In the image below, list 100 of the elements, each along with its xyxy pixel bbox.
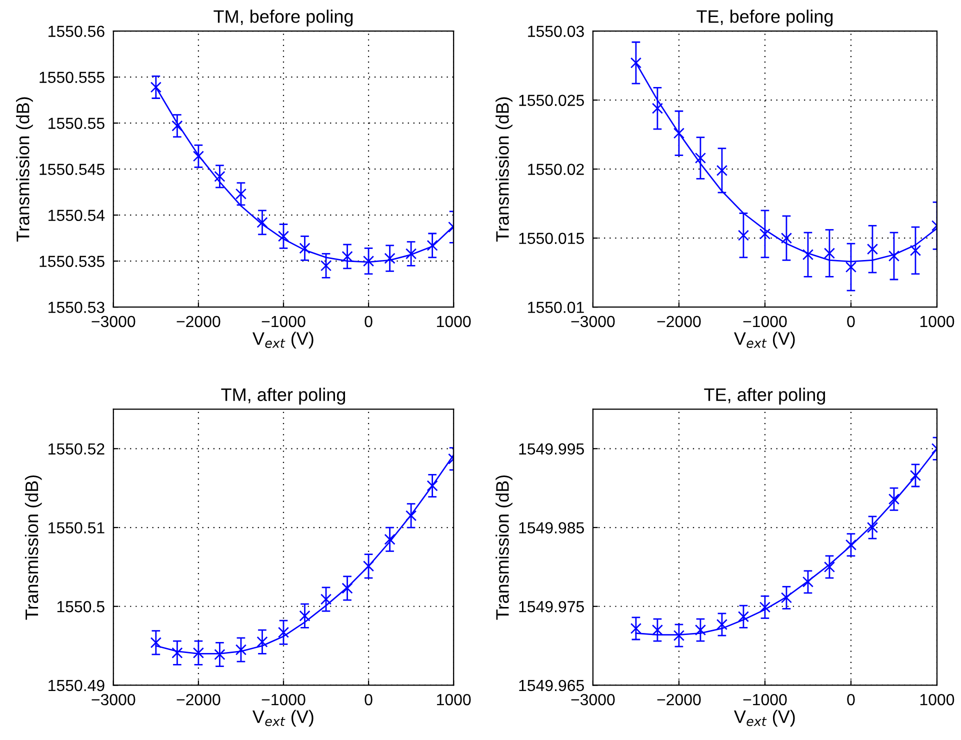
x-axis-title: V$_{ext}$ (V): [252, 332, 314, 349]
point: [214, 648, 226, 660]
point: [362, 560, 374, 572]
y-tick-label: 1550.545: [40, 164, 104, 176]
y-tick-label: 1550.51: [48, 522, 104, 534]
point: [652, 102, 663, 114]
x-tick-label: −2000: [657, 694, 701, 706]
chart-title: TM, after poling: [221, 388, 346, 405]
x-tick-label: 0: [364, 694, 372, 706]
point: [716, 618, 728, 630]
point: [866, 244, 878, 255]
x-tick-label: −2000: [657, 316, 701, 328]
point: [362, 256, 374, 267]
point: [802, 249, 814, 260]
point: [866, 522, 878, 534]
x-tick-label: −1000: [262, 316, 306, 328]
point: [716, 164, 728, 176]
x-axis-title: V$_{ext}$ (V): [252, 710, 314, 727]
x-tick-label: 0: [364, 316, 372, 328]
y-tick-label: 1550.49: [48, 680, 104, 692]
chart-title: TE, after poling: [704, 388, 826, 405]
point: [845, 539, 857, 550]
x-tick-label: −2000: [176, 694, 220, 706]
point: [342, 250, 353, 262]
point: [824, 561, 836, 572]
x-tick-label: 0: [847, 694, 855, 706]
y-axis-title: Transmission (dB): [496, 475, 512, 620]
point: [192, 647, 204, 658]
y-tick-label: 1550.54: [48, 210, 105, 222]
point: [845, 262, 857, 273]
x-tick-label: −2000: [176, 316, 220, 328]
y-tick-label: 1550.03: [528, 26, 584, 38]
y-tick-label: 1550.01: [528, 302, 584, 314]
point: [694, 624, 706, 636]
y-tick-label: 1550.025: [519, 94, 584, 106]
y-tick-label: 1550.555: [40, 72, 104, 84]
y-tick-label: 1550.535: [40, 256, 104, 268]
point: [278, 626, 290, 638]
y-tick-label: 1550.53: [48, 302, 104, 314]
y-tick-label: 1550.52: [48, 443, 104, 455]
point: [235, 644, 247, 656]
chart-title: TM, before poling: [214, 10, 353, 26]
y-tick-label: 1550.56: [48, 26, 104, 38]
point: [652, 624, 663, 636]
x-tick-label: 1000: [437, 694, 471, 706]
point: [759, 602, 771, 613]
point: [888, 250, 900, 262]
x-tick-label: −3000: [571, 316, 615, 328]
point: [320, 260, 332, 272]
y-tick-label: 1549.985: [519, 522, 584, 534]
x-tick-label: −1000: [743, 694, 787, 706]
y-axis-title: Transmission (dB): [16, 97, 33, 242]
x-tick-label: 1000: [920, 316, 954, 328]
point: [673, 128, 684, 139]
y-tick-label: 1550.015: [519, 232, 584, 244]
point: [759, 228, 771, 240]
y-tick-label: 1550.5: [57, 601, 104, 612]
point: [426, 480, 438, 492]
point: [673, 630, 684, 642]
point: [406, 248, 417, 260]
x-tick-label: 1000: [920, 694, 954, 706]
point: [802, 576, 814, 588]
y-tick-label: 1550.55: [48, 118, 104, 130]
point: [192, 150, 204, 162]
y-tick-label: 1549.975: [519, 601, 584, 612]
point: [780, 592, 792, 604]
point: [172, 120, 183, 132]
point: [150, 637, 162, 648]
point: [694, 152, 706, 164]
x-tick-label: −1000: [262, 694, 306, 706]
point: [910, 244, 922, 256]
point: [426, 240, 438, 252]
y-tick-label: 1549.965: [519, 680, 584, 692]
point: [235, 188, 247, 200]
x-tick-label: −3000: [92, 694, 136, 706]
x-tick-label: −3000: [571, 694, 615, 706]
point: [150, 82, 162, 93]
point: [824, 248, 836, 259]
x-tick-label: −3000: [92, 316, 136, 328]
y-tick-label: 1550.02: [528, 164, 584, 176]
x-tick-label: 0: [847, 316, 855, 328]
y-tick-label: 1549.995: [519, 443, 584, 455]
point: [320, 594, 332, 605]
x-axis-title: V$_{ext}$ (V): [734, 710, 795, 727]
point: [299, 242, 310, 254]
point: [172, 647, 183, 658]
point: [630, 57, 642, 68]
point: [630, 622, 642, 634]
x-tick-label: 1000: [437, 316, 471, 328]
y-axis-title: Transmission (dB): [496, 97, 512, 242]
point: [738, 230, 750, 241]
point: [384, 252, 396, 264]
point: [256, 636, 268, 648]
point: [384, 534, 396, 545]
point: [910, 470, 922, 482]
point: [278, 230, 290, 242]
point: [888, 494, 900, 505]
x-tick-label: −1000: [743, 316, 787, 328]
y-axis-title: Transmission (dB): [24, 475, 42, 620]
point: [780, 232, 792, 244]
